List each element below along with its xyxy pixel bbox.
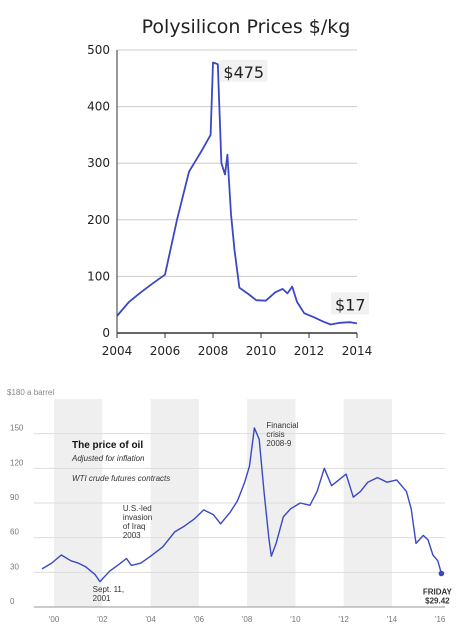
annotation-bg bbox=[331, 292, 369, 315]
annotation-label: 2003 bbox=[123, 531, 141, 540]
x-tick-label: 2012 bbox=[294, 344, 325, 358]
annotation-label: 2001 bbox=[93, 594, 111, 603]
annotation-label: 2008-9 bbox=[266, 439, 291, 448]
x-tick-label: 2008 bbox=[198, 344, 229, 358]
series bbox=[41, 427, 445, 583]
annotations: $475 $17 bbox=[219, 59, 369, 315]
y-tick-label: 200 bbox=[87, 213, 110, 227]
annotation-label: Financial bbox=[266, 421, 298, 430]
annotation-label: $29.42 bbox=[425, 596, 450, 605]
y-tick-label: 90 bbox=[10, 493, 19, 502]
y-tick-label: 30 bbox=[10, 562, 19, 571]
x-tick-label: '00 bbox=[49, 615, 60, 624]
y-tick-label: 0 bbox=[102, 326, 110, 340]
y-tick-label: 300 bbox=[87, 156, 110, 170]
series-line bbox=[116, 61, 358, 326]
y-tick-label: 400 bbox=[87, 100, 110, 114]
y-axis-labels: 0 100 200 300 400 500 bbox=[87, 43, 110, 340]
y-tick-label: 150 bbox=[10, 424, 24, 433]
series-line bbox=[41, 427, 443, 583]
x-axis-labels: '00 '02 '04 '06 '08 '10 '12 '14 '16 bbox=[49, 615, 446, 624]
y-tick-label: 60 bbox=[10, 528, 19, 537]
y-axis-labels: 0 30 60 90 120 150 bbox=[10, 424, 24, 606]
last-point-marker bbox=[438, 570, 445, 577]
y-tick-label: 120 bbox=[10, 458, 24, 467]
polysilicon-chart: Polysilicon Prices $/kg 0 100 200 300 400 500… bbox=[87, 16, 373, 358]
annotation-label: Sept. 11, bbox=[93, 585, 124, 594]
x-tick-label: 2006 bbox=[150, 344, 181, 358]
annotation-bg bbox=[219, 59, 268, 82]
annotation-label: U.S.-led bbox=[123, 504, 152, 513]
x-tick-label: '06 bbox=[194, 615, 205, 624]
x-tick-label: '08 bbox=[242, 615, 253, 624]
chart-note: WTI crude futures contracts bbox=[72, 474, 170, 483]
chart-title: The price of oil bbox=[72, 440, 143, 451]
annotation-label: FRIDAY bbox=[423, 587, 453, 596]
x-tick-label: 2014 bbox=[342, 344, 373, 358]
x-tick-label: '10 bbox=[290, 615, 301, 624]
x-tick-label: 2010 bbox=[246, 344, 277, 358]
x-tick-label: '04 bbox=[145, 615, 156, 624]
chart-subtitle: Adjusted for inflation bbox=[71, 454, 145, 463]
annotation-label: crisis bbox=[266, 430, 284, 439]
unit-label: $180 a barrel bbox=[7, 388, 54, 397]
annotation-label: $475 bbox=[223, 63, 264, 82]
x-tick-label: 2004 bbox=[102, 344, 133, 358]
x-tick-label: '12 bbox=[338, 615, 349, 624]
x-tick-label: '14 bbox=[387, 615, 398, 624]
y-tick-label: 0 bbox=[10, 597, 15, 606]
chart-title: Polysilicon Prices $/kg bbox=[142, 16, 351, 38]
y-tick-label: 500 bbox=[87, 43, 110, 57]
annotation-label: invasion bbox=[123, 513, 152, 522]
grid bbox=[34, 433, 445, 608]
x-tick-label: '16 bbox=[435, 615, 446, 624]
y-tick-label: 100 bbox=[87, 269, 110, 283]
annotation-label: of Iraq bbox=[123, 522, 146, 531]
x-axis-labels: 2004 2006 2008 2010 2012 2014 bbox=[102, 344, 373, 358]
oil-price-chart: $180 a barrel 0 30 60 90 120 150 '00 '02 '04 '06… bbox=[7, 388, 453, 624]
series bbox=[116, 61, 358, 326]
x-tick-label: '02 bbox=[97, 615, 108, 624]
annotation-label: $17 bbox=[335, 295, 366, 314]
grid bbox=[116, 49, 358, 338]
